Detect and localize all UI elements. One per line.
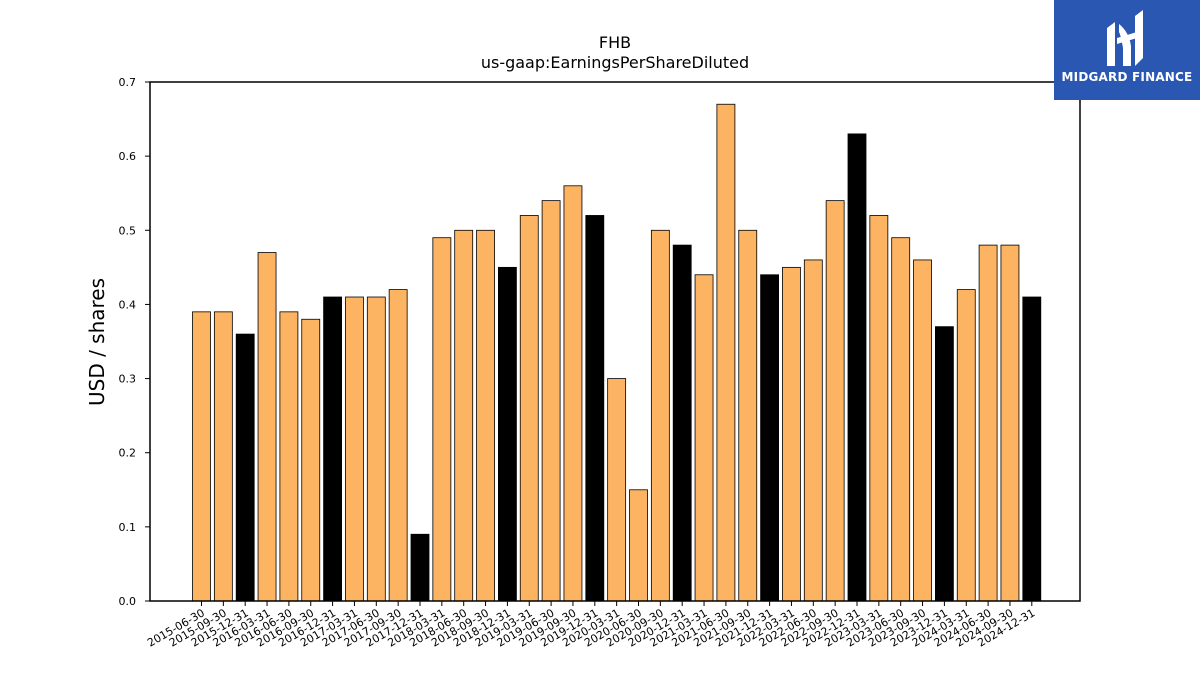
- bar-2017-03-31: [345, 296, 364, 602]
- bar-2018-03-31: [432, 237, 452, 602]
- bar-2018-06-30: [454, 229, 474, 602]
- bar-2017-09-30: [388, 289, 408, 602]
- bar-2021-12-31: [760, 274, 779, 602]
- bar-2016-06-30: [279, 311, 299, 602]
- y-tick-label: 0.2: [119, 447, 137, 460]
- y-axis-label: USD / shares: [85, 278, 109, 406]
- bar-2024-03-31: [956, 289, 976, 602]
- plot-frame: [149, 81, 1081, 602]
- bar-2024-09-30: [1000, 244, 1020, 602]
- bar-2022-09-30: [825, 200, 845, 602]
- bar-2024-12-31: [1022, 296, 1042, 602]
- bar-2015-06-30: [192, 311, 211, 602]
- bar-2018-12-31: [497, 266, 517, 602]
- bar-2021-03-31: [694, 274, 714, 602]
- bar-2023-03-31: [869, 215, 889, 602]
- y-tick-label: 0.6: [119, 150, 137, 163]
- bar-2020-09-30: [650, 229, 670, 602]
- bar-2019-06-30: [541, 200, 561, 602]
- bar-2023-06-30: [891, 237, 911, 602]
- bar-2022-12-31: [847, 133, 867, 602]
- chart-subtitle: us-gaap:EarningsPerShareDiluted: [481, 53, 749, 72]
- bar-2019-09-30: [563, 185, 583, 602]
- chart-title: FHB: [599, 33, 631, 52]
- bar-2020-06-30: [629, 489, 648, 602]
- y-tick-label: 0.3: [119, 373, 137, 386]
- y-axis: 0.0 0.1 0.2 0.3 0.4 0.5 0.6 0.7: [119, 76, 150, 608]
- y-tick-label: 0.7: [119, 76, 137, 89]
- bar-2019-12-31: [585, 215, 605, 602]
- bar-2022-03-31: [782, 266, 801, 602]
- bar-2024-06-30: [978, 244, 998, 602]
- bar-2023-09-30: [913, 259, 932, 602]
- y-tick-label: 0.0: [119, 595, 137, 608]
- bar-2019-03-31: [519, 215, 539, 602]
- x-axis: 2015-06-302015-09-302015-12-312016-03-31…: [145, 601, 1037, 650]
- bar-2016-12-31: [323, 296, 343, 602]
- bar-2020-03-31: [607, 378, 627, 602]
- bar-2017-12-31: [410, 533, 430, 602]
- bar-2023-12-31: [935, 326, 954, 602]
- bar-2016-03-31: [257, 252, 277, 602]
- bar-2017-06-30: [366, 296, 386, 602]
- bars-group: [192, 103, 1042, 602]
- brand-logo: MIDGARD FINANCE: [1054, 0, 1200, 100]
- y-tick-label: 0.1: [119, 521, 137, 534]
- bar-2022-06-30: [803, 259, 823, 602]
- bar-2015-12-31: [235, 333, 255, 602]
- midgard-logo-icon: [1107, 10, 1143, 66]
- y-tick-label: 0.5: [119, 224, 137, 237]
- brand-name: MIDGARD FINANCE: [1061, 70, 1193, 84]
- bar-2018-09-30: [476, 229, 495, 602]
- bar-2021-06-30: [716, 103, 736, 602]
- y-tick-label: 0.4: [119, 298, 137, 311]
- bar-2015-09-30: [213, 311, 233, 602]
- bar-2020-12-31: [672, 244, 692, 602]
- bar-2016-09-30: [301, 318, 321, 602]
- bar-2021-09-30: [738, 229, 758, 602]
